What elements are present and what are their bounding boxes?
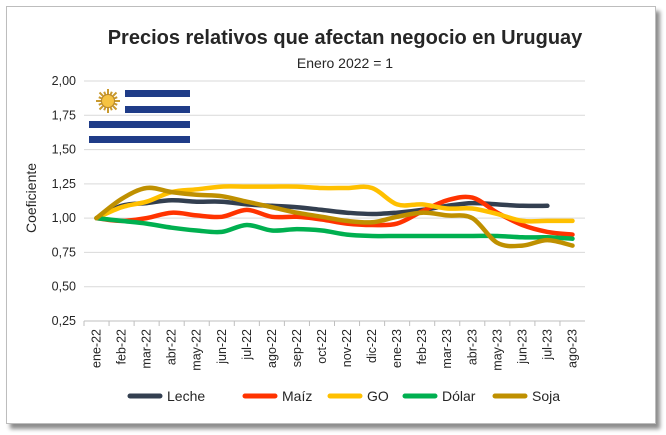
x-tick-label: ago-23: [565, 329, 579, 368]
series-line-soja: [94, 185, 575, 249]
x-tick-label: abr-23: [465, 329, 479, 365]
legend-label: Leche: [167, 388, 205, 404]
y-axis-label: Coeficiente: [23, 163, 39, 233]
uruguay-flag-icon: [89, 89, 190, 143]
chart-subtitle: Enero 2022 = 1: [297, 55, 393, 71]
chart-frame: [6, 6, 656, 424]
x-tick-label: mar-23: [440, 329, 454, 369]
y-tick-label: 1,00: [52, 211, 76, 225]
x-tick-label: jul-22: [240, 329, 254, 361]
x-tick-label: feb-22: [115, 329, 129, 364]
x-tick-label: ene-22: [90, 329, 104, 368]
x-tick-label: oct-22: [315, 329, 329, 364]
x-tick-label: may-22: [190, 329, 204, 371]
x-tick-label: sep-22: [290, 329, 304, 367]
x-tick-label: feb-23: [415, 329, 429, 364]
x-tick-label: nov-22: [340, 329, 354, 367]
y-tick-label: 2,00: [52, 74, 76, 88]
legend-label: Soja: [532, 388, 560, 404]
legend-label: Maíz: [282, 388, 312, 404]
chart-title: Precios relativos que afectan negocio en…: [108, 27, 583, 49]
y-tick-label: 1,50: [52, 143, 76, 157]
x-tick-label: abr-22: [165, 329, 179, 365]
x-tick-label: ago-22: [265, 329, 279, 368]
y-tick-label: 1,25: [52, 177, 76, 191]
x-tick-label: dic-22: [365, 329, 379, 363]
legend: Leche Maíz GO Dólar Soja: [127, 388, 560, 404]
series-line-leche: [94, 198, 550, 221]
y-tick-label: 1,75: [52, 108, 76, 122]
x-tick-label: may-23: [490, 329, 504, 371]
legend-label: Dólar: [442, 388, 476, 404]
legend-label: GO: [367, 388, 389, 404]
y-tick-label: 0,75: [52, 245, 76, 259]
x-tick-label: jul-23: [540, 329, 554, 361]
series-line-dólar: [94, 215, 575, 241]
x-tick-label: mar-22: [140, 329, 154, 369]
x-tick-label: jun-23: [515, 329, 529, 365]
y-tick-label: 0,50: [52, 280, 76, 294]
y-tick-label: 0,25: [52, 314, 76, 328]
x-tick-label: jun-22: [215, 329, 229, 365]
x-tick-label: ene-23: [390, 329, 404, 368]
